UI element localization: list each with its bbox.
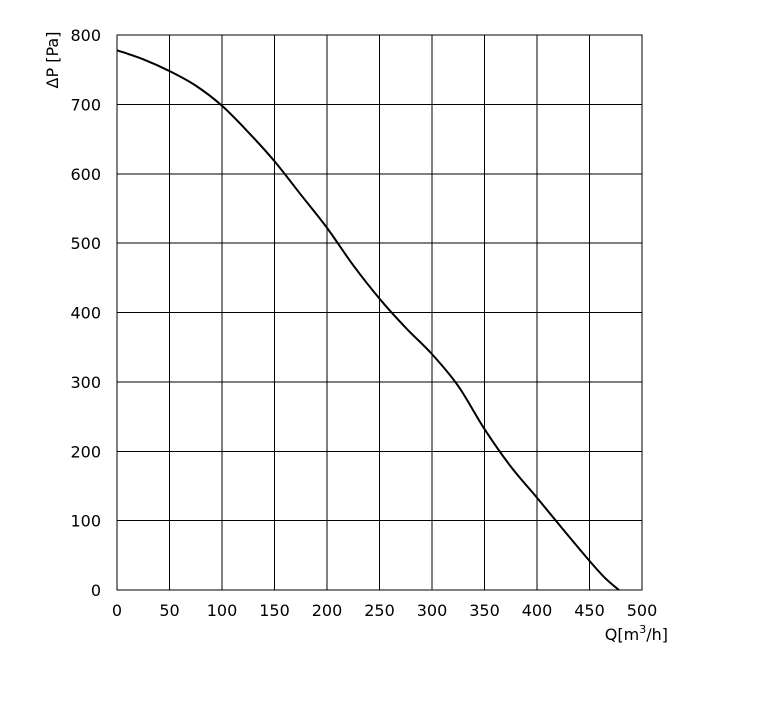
x-tick-label: 450 bbox=[574, 601, 605, 620]
x-tick-label: 150 bbox=[259, 601, 290, 620]
x-axis-label-superscript: 3 bbox=[639, 623, 646, 636]
y-tick-label: 500 bbox=[70, 234, 101, 253]
y-tick-label: 200 bbox=[70, 442, 101, 461]
y-tick-label: 300 bbox=[70, 373, 101, 392]
curve-layer bbox=[116, 49, 620, 591]
x-tick-label: 350 bbox=[469, 601, 500, 620]
x-axis-label: Q[m3/h] bbox=[605, 623, 668, 644]
y-tick-labels: 0 100 200 300 400 500 600 700 800 bbox=[70, 26, 101, 600]
y-tick-label: 400 bbox=[70, 304, 101, 323]
y-tick-label: 600 bbox=[70, 165, 101, 184]
grid bbox=[116, 34, 643, 591]
x-tick-label: 500 bbox=[627, 601, 658, 620]
plot-frame bbox=[116, 34, 643, 591]
x-tick-labels: 0 50 100 150 200 250 300 350 400 450 500 bbox=[112, 601, 657, 620]
y-tick-label: 100 bbox=[70, 512, 101, 531]
x-tick-label: 0 bbox=[112, 601, 122, 620]
x-tick-label: 250 bbox=[364, 601, 395, 620]
y-axis-label: ΔP [Pa] bbox=[43, 32, 62, 89]
pressure-curve bbox=[116, 49, 620, 591]
x-tick-label: 400 bbox=[522, 601, 553, 620]
y-tick-label: 800 bbox=[70, 26, 101, 45]
x-tick-label: 200 bbox=[312, 601, 343, 620]
x-tick-label: 50 bbox=[159, 601, 179, 620]
x-tick-label: 300 bbox=[417, 601, 448, 620]
x-tick-label: 100 bbox=[207, 601, 238, 620]
y-tick-label: 0 bbox=[91, 581, 101, 600]
y-tick-label: 700 bbox=[70, 95, 101, 114]
